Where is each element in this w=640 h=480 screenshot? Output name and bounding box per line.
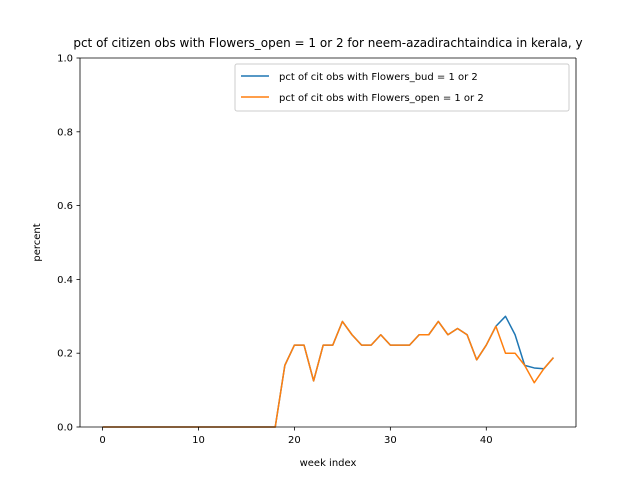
x-tick-label: 10 [192,435,205,446]
x-tick-label: 40 [480,435,493,446]
y-tick-label: 0.0 [57,423,73,434]
legend-label-1: pct of cit obs with Flowers_bud = 1 or 2 [279,72,478,83]
y-tick-label: 0.6 [57,201,73,212]
y-tick-label: 1.0 [57,54,73,65]
y-tick-label: 0.8 [57,127,73,138]
chart-title: pct of citizen obs with Flowers_open = 1… [73,36,582,50]
x-axis-label: week index [300,458,357,469]
legend-label-2: pct of cit obs with Flowers_open = 1 or … [279,93,484,104]
y-tick-label: 0.4 [57,275,73,286]
x-tick-label: 20 [288,435,301,446]
x-tick-label: 0 [99,435,105,446]
x-tick-label: 30 [384,435,397,446]
y-axis-label: percent [32,223,43,261]
y-tick-label: 0.2 [57,349,73,360]
legend-box [234,63,570,112]
